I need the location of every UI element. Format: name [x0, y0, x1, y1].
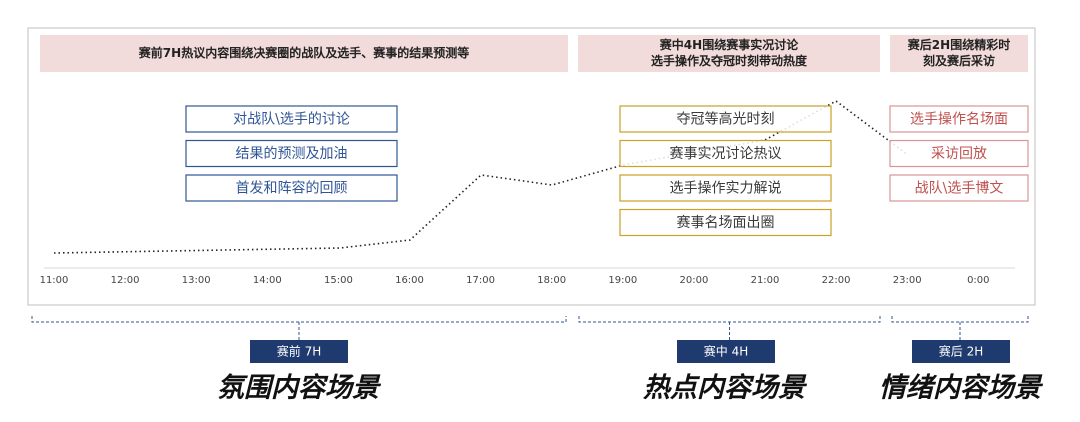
phase-bracket: [891, 316, 1029, 340]
topic-box: [185, 105, 398, 133]
topic-text: 结果的预测及加油: [236, 146, 348, 162]
scene-title: 情绪内容场景: [879, 373, 1044, 404]
phase-header-text: 赛后2H围绕精彩时: [907, 37, 1010, 52]
topic-box: [889, 174, 1029, 202]
time-label: 14:00: [253, 275, 282, 286]
topic-text: 赛事实况讨论热议: [670, 146, 782, 162]
time-label: 15:00: [324, 275, 353, 286]
phase-header: [890, 35, 1028, 72]
topic-box: [619, 139, 832, 168]
time-label: 23:00: [893, 275, 922, 286]
topic-text: 首发和阵容的回顾: [236, 180, 348, 197]
phase-header-text: 赛中4H围绕赛事实况讨论: [659, 37, 799, 52]
phase-header: [578, 35, 880, 72]
topic-box: [619, 208, 832, 237]
time-label: 16:00: [395, 275, 424, 286]
phase-tag-text: 赛前 7H: [277, 344, 321, 359]
topic-text: 采访回放: [931, 146, 987, 162]
phase-header-text: 选手操作及夺冠时刻带动热度: [651, 53, 808, 68]
topic-box: [619, 105, 832, 133]
phase-header-text: 赛前7H热议内容围绕决赛圈的战队及选手、赛事的结果预测等: [138, 45, 469, 60]
phase-header-text: 刻及赛后采访: [923, 53, 995, 68]
topic-text: 赛事名场面出圈: [677, 215, 775, 231]
topic-text: 对战队\选手的讨论: [233, 112, 350, 128]
time-label: 17:00: [466, 275, 495, 286]
time-label: 12:00: [111, 275, 140, 286]
time-label: 22:00: [822, 275, 851, 286]
topic-text: 夺冠等高光时刻: [677, 111, 775, 128]
phase-tag: [250, 340, 348, 363]
scene-title: 氛围内容场景: [217, 373, 382, 404]
scene-title: 热点内容场景: [642, 373, 808, 404]
time-label: 0:00: [967, 275, 989, 286]
topic-box: [185, 174, 398, 202]
phase-tag-text: 赛中 4H: [704, 344, 748, 359]
topic-text: 选手操作实力解说: [670, 181, 782, 197]
topic-box: [889, 105, 1029, 133]
phase-bracket: [31, 316, 567, 340]
phase-bracket: [578, 316, 881, 340]
time-label: 20:00: [679, 275, 708, 286]
time-label: 21:00: [751, 275, 780, 286]
topic-box: [619, 174, 832, 202]
time-label: 13:00: [182, 275, 211, 286]
time-label: 11:00: [40, 275, 69, 286]
topic-box: [185, 139, 398, 168]
phase-tag: [677, 340, 775, 363]
time-label: 19:00: [608, 275, 637, 286]
phase-header: [40, 35, 568, 72]
phase-tag-text: 赛后 2H: [939, 344, 983, 359]
topic-box: [889, 139, 1029, 168]
phase-tag: [912, 340, 1010, 363]
time-label: 18:00: [537, 275, 566, 286]
topic-text: 战队\选手博文: [915, 180, 1004, 197]
topic-text: 选手操作名场面: [910, 112, 1008, 128]
